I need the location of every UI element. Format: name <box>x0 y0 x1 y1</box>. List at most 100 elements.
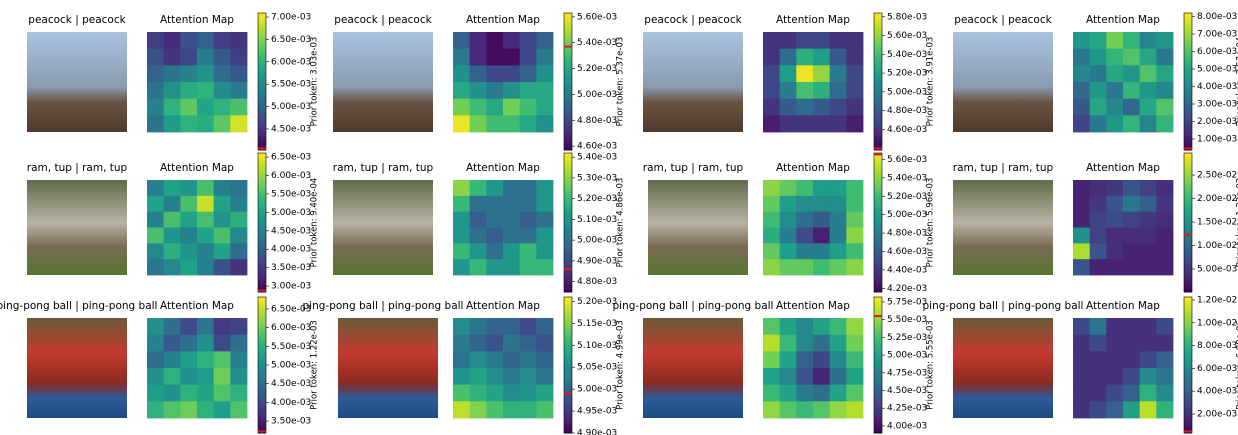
heatmap-cell <box>846 243 863 259</box>
heatmap-cell <box>164 196 181 212</box>
colorbar-segment <box>874 156 882 160</box>
colorbar-segment <box>564 191 572 195</box>
colorbar-segment <box>874 68 882 72</box>
colorbar-segment <box>874 174 882 178</box>
colorbar-segment <box>258 27 266 31</box>
colorbar-segment <box>874 331 882 335</box>
heatmap-cell <box>180 49 197 66</box>
heatmap-cell <box>1073 259 1090 275</box>
heatmap-cell <box>763 65 780 82</box>
heatmap-cell <box>180 351 197 368</box>
colorbar-segment <box>1184 20 1192 24</box>
colorbar-segment <box>258 136 266 140</box>
colorbar-segment <box>1184 250 1192 254</box>
colorbar-segment <box>874 334 882 338</box>
colorbar-tick-label: 6.50e-03 <box>271 153 311 163</box>
colorbar-segment <box>1184 109 1192 113</box>
heatmap-cell <box>1123 180 1140 196</box>
colorbar-segment <box>258 285 266 289</box>
heatmap-cell <box>230 385 247 402</box>
heatmap-cell <box>197 368 214 385</box>
heatmap-cell <box>453 228 470 244</box>
colorbar-segment <box>258 413 266 417</box>
colorbar-segment <box>1184 372 1192 376</box>
heatmap-cell <box>536 368 553 385</box>
image-caption: ping-pong ball | ping-pong ball <box>923 300 1084 312</box>
heatmap-cell <box>470 259 487 275</box>
colorbar-tick-label: 1.50e-02 <box>1197 218 1237 228</box>
heatmap-cell <box>813 65 830 82</box>
colorbar-segment <box>874 212 882 216</box>
heatmap-cell <box>147 180 164 196</box>
colorbar-segment <box>258 419 266 423</box>
colorbar-tick-label: 5.80e-03 <box>887 12 927 22</box>
heatmap-cell <box>164 212 181 228</box>
photo <box>953 318 1053 418</box>
heatmap-cell <box>197 259 214 275</box>
colorbar-segment <box>1184 264 1192 268</box>
heatmap-cell <box>780 351 797 368</box>
heatmap-cell <box>846 212 863 228</box>
heatmap-cell <box>230 65 247 82</box>
colorbar-segment <box>258 37 266 41</box>
heatmap-cell <box>230 49 247 66</box>
colorbar-segment <box>564 99 572 103</box>
heatmap-cell <box>214 212 231 228</box>
heatmap-cell <box>796 196 813 212</box>
heatmap-cell <box>536 196 553 212</box>
colorbar-segment <box>1184 311 1192 315</box>
heatmap-cell <box>1106 212 1123 228</box>
heatmap-cell <box>1123 243 1140 259</box>
colorbar-segment <box>258 304 266 308</box>
colorbar-tick-label: 5.40e-03 <box>887 50 927 60</box>
heatmap-cell <box>1073 335 1090 352</box>
heatmap-cell <box>180 212 197 228</box>
heatmap-cell <box>780 82 797 99</box>
colorbar-segment <box>564 375 572 379</box>
colorbar-tick-label: 5.20e-03 <box>577 64 617 74</box>
colorbar-segment <box>874 328 882 332</box>
heatmap-cell <box>1106 49 1123 66</box>
colorbar-segment <box>258 409 266 413</box>
heatmap-cell <box>147 243 164 259</box>
colorbar-segment <box>1184 229 1192 233</box>
heatmap-cell <box>503 259 520 275</box>
heatmap-cell <box>846 180 863 196</box>
colorbar-segment <box>874 264 882 268</box>
heatmap-cell <box>520 351 537 368</box>
colorbar-segment <box>874 92 882 96</box>
colorbar-segment <box>1184 99 1192 103</box>
heatmap-cell <box>520 82 537 99</box>
colorbar-segment <box>564 13 572 17</box>
colorbar-segment <box>1184 188 1192 192</box>
heatmap-cell <box>1156 32 1173 49</box>
colorbar-segment <box>258 44 266 48</box>
heatmap-cell <box>1090 368 1107 385</box>
heatmap-cell <box>180 82 197 99</box>
colorbar-segment <box>874 423 882 427</box>
heatmap-cell <box>536 335 553 352</box>
colorbar-segment <box>258 314 266 318</box>
colorbar-segment <box>1184 423 1192 427</box>
heatmap-cell <box>147 65 164 82</box>
colorbar-segment <box>564 126 572 130</box>
colorbar-tick-label: 2.50e-02 <box>1197 171 1237 181</box>
colorbar-segment <box>874 247 882 251</box>
colorbar-segment <box>564 236 572 240</box>
heatmap-cell <box>197 401 214 418</box>
heatmap-cell <box>1156 228 1173 244</box>
colorbar-segment <box>874 413 882 417</box>
colorbar-segment <box>874 375 882 379</box>
colorbar-tick-label: 4.60e-03 <box>887 125 927 135</box>
photo <box>648 180 748 275</box>
colorbar-segment <box>258 126 266 130</box>
heatmap-cell <box>520 228 537 244</box>
heatmap-cell <box>796 385 813 402</box>
heatmap-cell <box>197 49 214 66</box>
colorbar-segment <box>258 112 266 116</box>
colorbar-segment <box>564 181 572 185</box>
colorbar-segment <box>1184 102 1192 106</box>
heatmap-cell <box>1156 65 1173 82</box>
heatmap-cell <box>830 243 847 259</box>
colorbar-segment <box>874 399 882 403</box>
